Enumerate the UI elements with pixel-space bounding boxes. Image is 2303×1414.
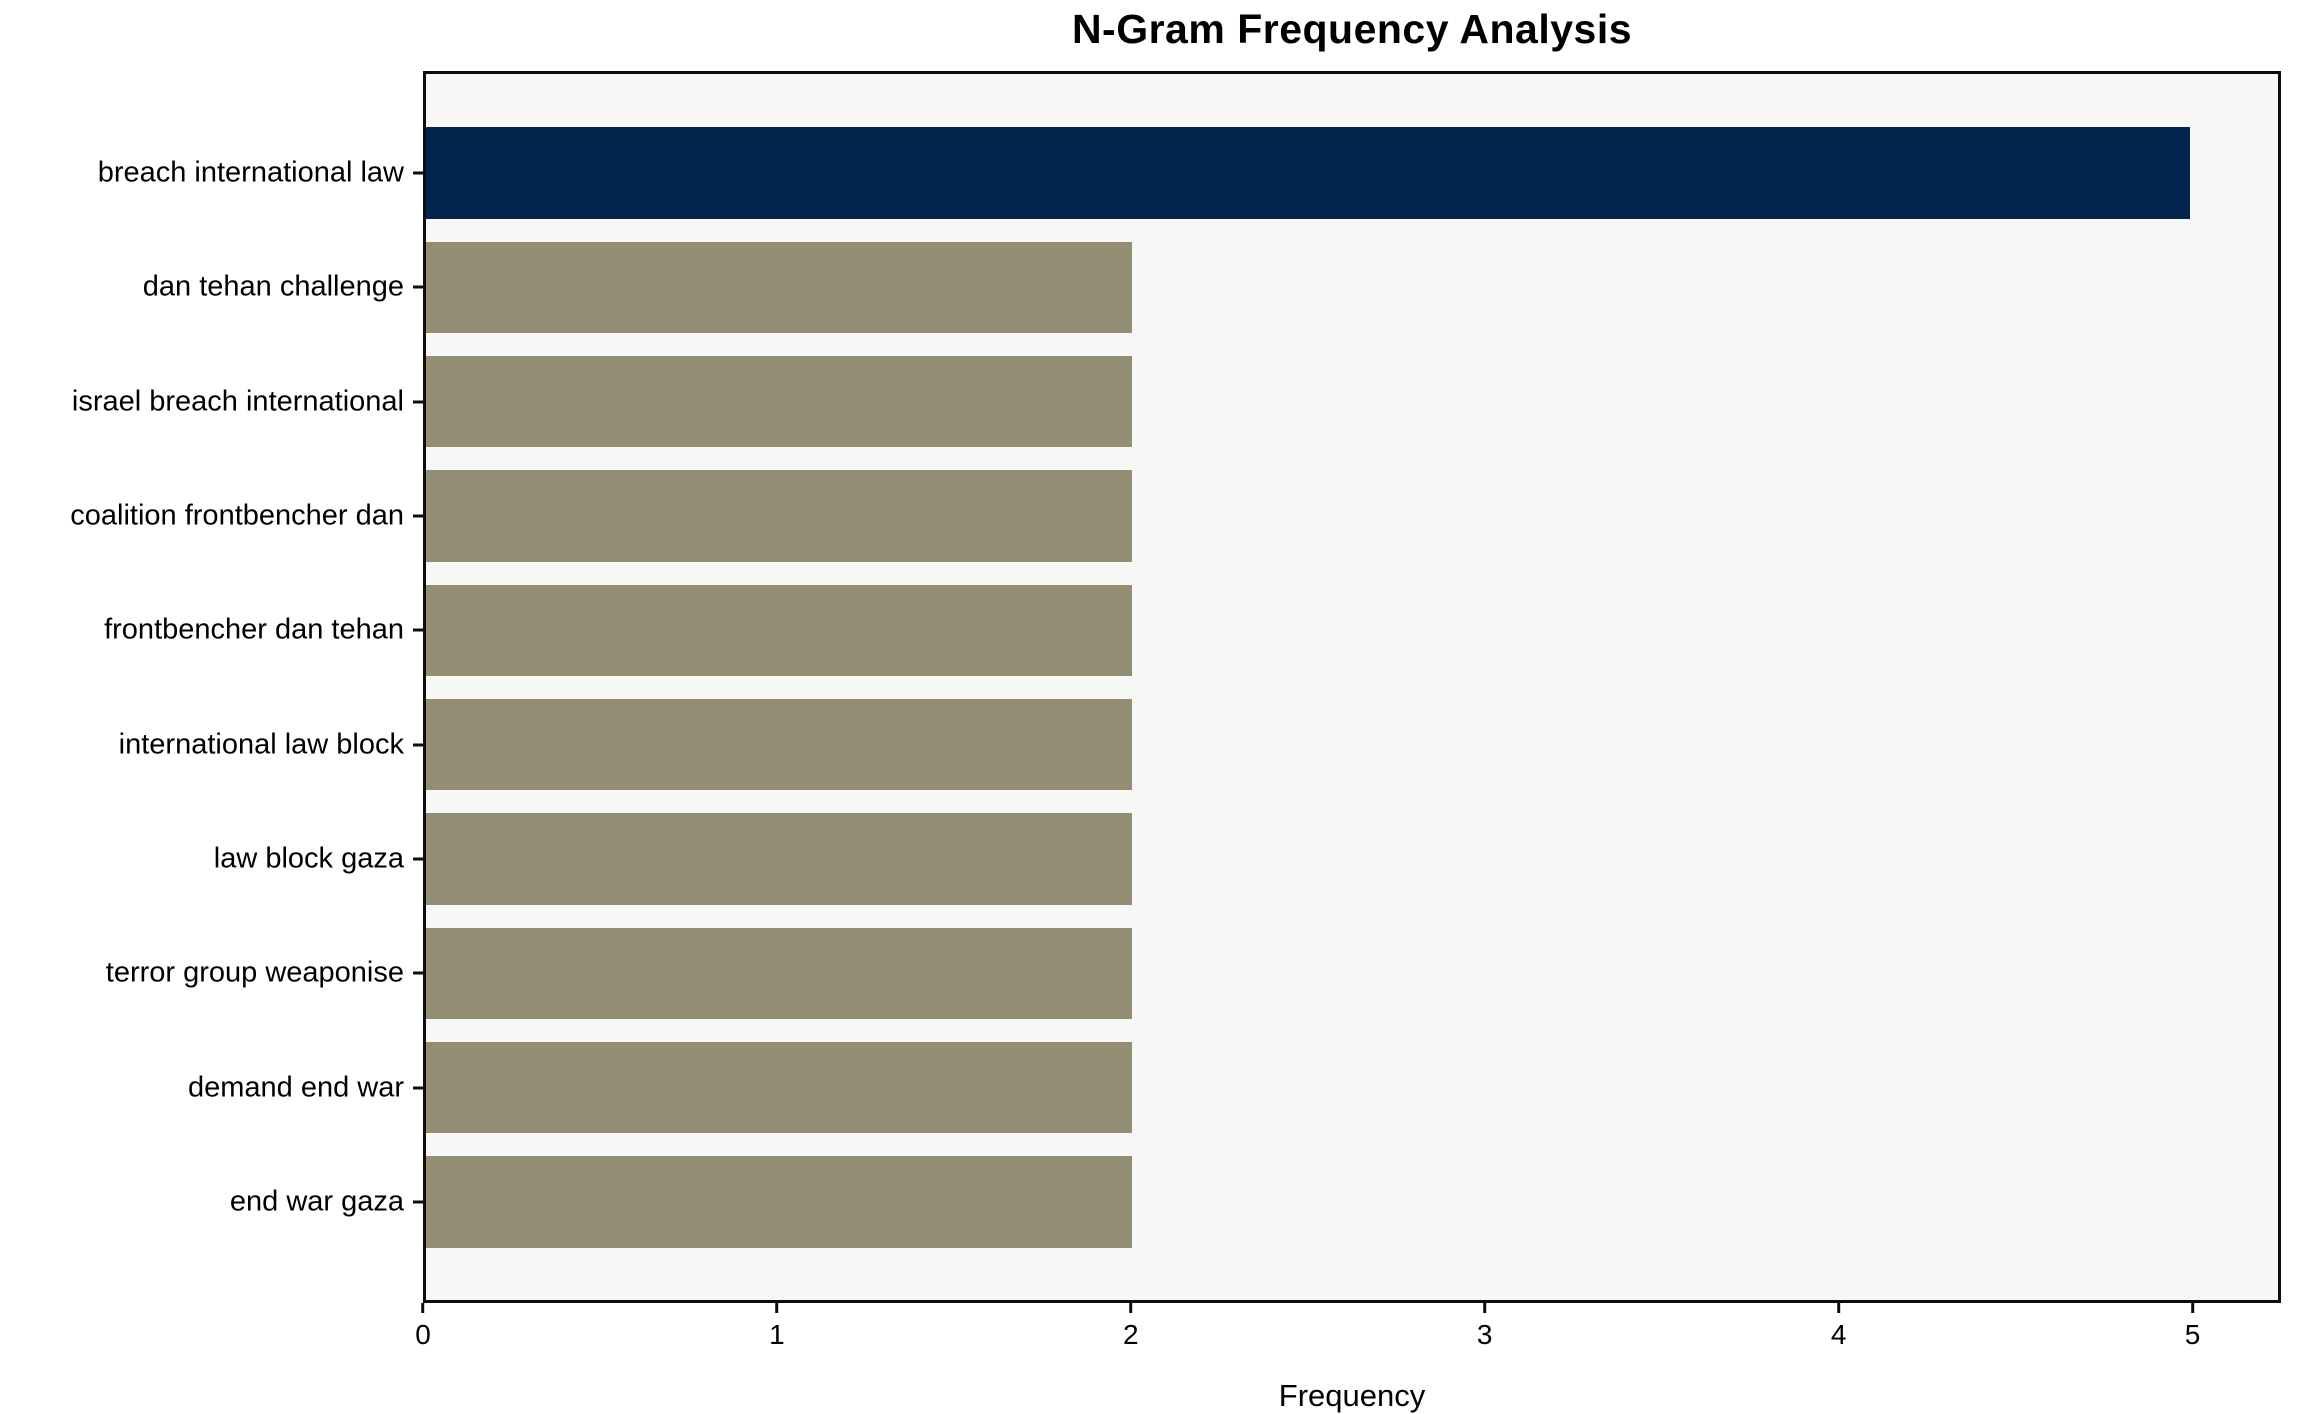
y-tick-label: demand end war: [187, 1071, 404, 1104]
y-tick-mark: [413, 628, 423, 632]
x-tick: 5: [2184, 1303, 2201, 1350]
y-tick-mark: [413, 743, 423, 747]
bar-row: israel breach international: [72, 345, 2278, 459]
y-tick-label: end war gaza: [229, 1185, 404, 1218]
y-tick-mark: [413, 400, 423, 404]
x-tick-label: 0: [415, 1319, 431, 1350]
bar: [426, 470, 1132, 562]
y-tick-label: terror group weaponise: [105, 956, 404, 989]
plot-area: breach international law dan tehan challe…: [70, 71, 2281, 1303]
y-tick-label: breach international law: [97, 156, 404, 189]
x-tick-mark: [775, 1303, 779, 1313]
x-tick-label: 3: [1476, 1319, 1493, 1350]
y-tick-mark: [413, 1200, 423, 1204]
y-tick-mark: [413, 285, 423, 289]
bar-row: dan tehan challenge: [143, 230, 2278, 344]
bar-row: breach international law: [98, 116, 2278, 230]
y-tick-label: dan tehan challenge: [142, 270, 404, 303]
x-tick: 4: [1830, 1303, 1847, 1350]
y-tick-mark: [413, 971, 423, 975]
bar: [426, 584, 1132, 677]
chart-title: N-Gram Frequency Analysis: [1071, 6, 1633, 52]
bar-row: terror group weaponise: [106, 916, 2278, 1030]
y-tick-label: frontbencher dan tehan: [104, 613, 404, 646]
bar-row: demand end war: [188, 1030, 2278, 1144]
bar-row: law block gaza: [214, 802, 2278, 916]
x-tick-mark: [2191, 1303, 2195, 1313]
x-tick: 0: [415, 1303, 431, 1349]
bar-row: frontbencher dan tehan: [104, 573, 2278, 687]
bar: [426, 813, 1132, 905]
y-tick-mark: [413, 514, 423, 518]
bar: [426, 127, 2190, 219]
bar-row: international law block: [119, 687, 2278, 801]
y-tick-label: israel breach international: [71, 385, 404, 418]
x-tick-label: 4: [1830, 1319, 1847, 1350]
x-tick-mark: [1483, 1303, 1487, 1313]
x-tick-label: 1: [769, 1319, 785, 1350]
x-tick: 3: [1476, 1303, 1493, 1350]
bar: [426, 241, 1132, 334]
x-tick-mark: [1837, 1303, 1841, 1313]
y-tick-mark: [413, 857, 423, 861]
x-tick-label: 5: [2184, 1319, 2201, 1350]
y-tick-mark: [413, 1086, 423, 1090]
bar: [426, 1041, 1132, 1134]
x-axis-title: Frequency: [1278, 1378, 1426, 1413]
y-tick-label: international law block: [118, 728, 404, 761]
x-tick-mark: [1129, 1303, 1133, 1313]
x-tick-mark: [421, 1303, 425, 1313]
bar: [426, 356, 1132, 448]
bar: [426, 927, 1132, 1019]
x-tick: 1: [769, 1303, 785, 1349]
bar: [426, 1156, 1132, 1248]
bars-container: breach international law dan tehan challe…: [70, 116, 2278, 1259]
y-tick-mark: [413, 171, 423, 175]
x-tick-label: 2: [1123, 1319, 1139, 1350]
bar-row: coalition frontbencher dan: [70, 459, 2278, 573]
x-tick: 2: [1123, 1303, 1139, 1349]
bar-row: end war gaza: [230, 1145, 2278, 1259]
y-tick-label: law block gaza: [213, 842, 404, 875]
bar: [426, 698, 1132, 791]
y-tick-label: coalition frontbencher dan: [70, 499, 404, 532]
